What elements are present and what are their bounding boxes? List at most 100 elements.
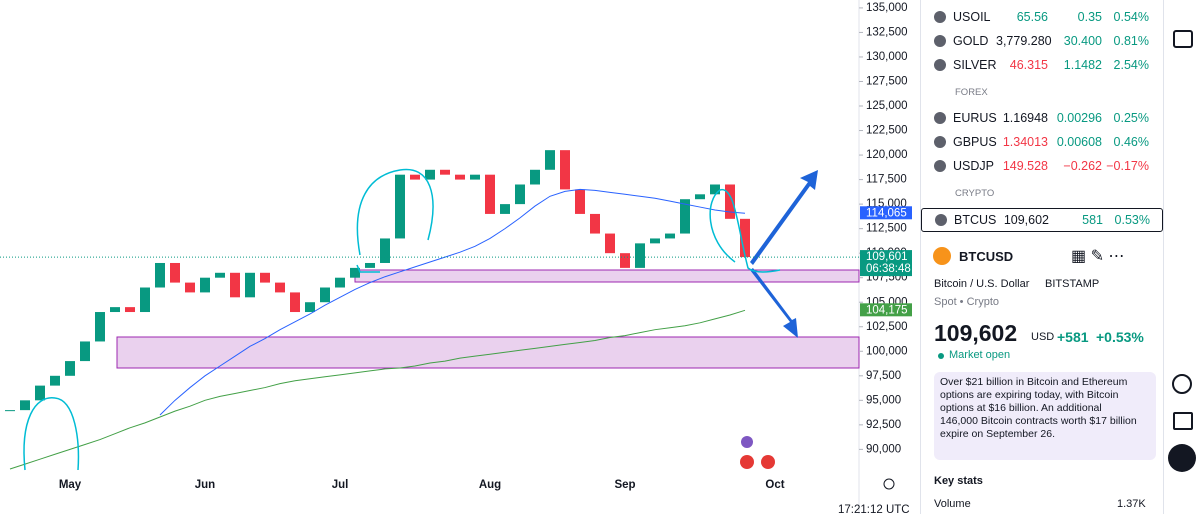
watchlist-row[interactable]: SILVER 46.315 1.1482 2.54%	[921, 54, 1161, 76]
x-tick-label: Sep	[614, 479, 635, 491]
change-pct: 2.54%	[1113, 58, 1149, 72]
event-icon[interactable]	[741, 436, 753, 448]
watchlist-row[interactable]: USOIL 65.56 0.35 0.54%	[921, 6, 1161, 28]
watchlist-row[interactable]: GBPUS 1.34013 0.00608 0.46%	[921, 131, 1161, 153]
y-tick-label: 97,500	[866, 370, 901, 382]
status-dot	[938, 353, 944, 359]
zone	[354, 269, 860, 283]
moving-average	[159, 188, 746, 416]
change: 0.00296	[1056, 111, 1102, 125]
right-panel: USOIL 65.56 0.35 0.54% GOLD 3,779.280 30.400 0.…	[920, 0, 1164, 514]
candle	[455, 174, 465, 180]
y-tick-label: 130,000	[866, 51, 908, 63]
candle	[50, 375, 60, 386]
watchlist-row[interactable]: GOLD 3,779.280 30.400 0.81%	[921, 30, 1161, 52]
price-tag-label: 109,601	[866, 251, 908, 263]
y-tick-label: 120,000	[866, 149, 908, 161]
news-card[interactable]: Over $21 billion in Bitcoin and Ethereum…	[934, 372, 1156, 460]
calendar-icon[interactable]	[1173, 412, 1193, 430]
marks: 90,000 92,500 95,000 97,500 100,000 102,500 10…	[5, 2, 908, 491]
x-tick-label: Oct	[765, 479, 784, 491]
candle	[215, 272, 225, 278]
candle	[530, 169, 540, 185]
last: 3,779.280	[996, 34, 1052, 48]
candle	[725, 184, 735, 219]
candle	[695, 194, 705, 200]
annotation	[23, 397, 80, 471]
candle	[605, 233, 615, 254]
candle	[590, 213, 600, 234]
chat-icon[interactable]	[1173, 30, 1193, 48]
symbol-icon	[934, 11, 946, 23]
candle	[560, 150, 570, 190]
last: 46.315	[1009, 58, 1048, 72]
watchlist-row[interactable]: BTCUS 109,602 581 0.53%	[921, 208, 1163, 232]
target-icon[interactable]	[1172, 374, 1192, 394]
symbol-icon	[934, 160, 946, 172]
candle	[365, 262, 375, 268]
y-tick-label: 135,000	[866, 2, 908, 14]
change-pct: 0.53%	[1114, 213, 1150, 227]
watchlist-row[interactable]: USDJP 149.528 −0.262 −0.17%	[921, 155, 1161, 177]
currency: USD	[1031, 331, 1055, 343]
last: 65.56	[1016, 10, 1048, 24]
candle	[680, 199, 690, 234]
candle	[470, 174, 480, 180]
symbol-icon	[934, 59, 946, 71]
candle	[5, 410, 15, 412]
price-tag	[860, 250, 912, 277]
clock: 17:21:12 UTC	[838, 504, 910, 514]
toolbar-icons[interactable]: ▦ ✎ ⋯	[1071, 248, 1125, 265]
symbol: USDJP	[953, 159, 994, 173]
candle	[80, 341, 90, 362]
settings-icon[interactable]	[883, 478, 895, 490]
candle	[290, 292, 300, 313]
candle	[230, 272, 240, 298]
x-tick-label: Aug	[479, 479, 501, 491]
change: −0.262	[1063, 159, 1102, 173]
price-tag-label: 104,175	[866, 304, 908, 316]
watchlist-row[interactable]: EURUS 1.16948 0.00296 0.25%	[921, 107, 1161, 129]
last: 1.34013	[1002, 135, 1048, 149]
y-tick-label: 117,500	[866, 174, 907, 186]
zone	[116, 336, 860, 369]
change-pct: 0.46%	[1113, 135, 1149, 149]
y-tick-label: 90,000	[866, 443, 901, 455]
x-tick-label: Jun	[195, 479, 215, 491]
ticker: BTCUSD	[959, 249, 1014, 264]
candle	[125, 307, 135, 313]
candle	[350, 267, 360, 278]
section-title: FOREX	[955, 87, 988, 98]
last: 109,602	[1003, 213, 1049, 227]
candle	[395, 174, 405, 239]
candle	[545, 150, 555, 170]
candle	[245, 272, 255, 298]
side-toolbar	[1163, 0, 1199, 514]
change: 581	[1082, 213, 1103, 227]
x-tick-label: Jul	[332, 479, 349, 491]
price: 109,602	[934, 320, 1018, 346]
candle	[740, 218, 750, 258]
y-tick-label: 95,000	[866, 394, 901, 406]
candle	[575, 189, 585, 214]
kind: Spot • Crypto	[934, 296, 999, 308]
event-icon[interactable]	[761, 455, 775, 469]
apps-icon[interactable]	[1168, 444, 1196, 472]
y-tick-label: 92,500	[866, 419, 901, 431]
moving-average	[9, 309, 746, 470]
candle	[440, 169, 450, 175]
candle	[110, 307, 120, 313]
symbol: USOIL	[953, 10, 991, 24]
change-pct: 0.25%	[1113, 111, 1149, 125]
event-icon[interactable]	[740, 455, 754, 469]
candle	[425, 169, 435, 180]
y-tick-label: 100,000	[866, 345, 908, 357]
y-tick-label: 122,500	[866, 125, 908, 137]
exchange: BITSTAMP	[1045, 278, 1100, 290]
candle	[35, 385, 45, 401]
candle	[20, 400, 30, 411]
symbol: GBPUS	[953, 135, 997, 149]
candle	[260, 272, 270, 283]
change: 0.35	[1077, 10, 1102, 24]
candle	[200, 277, 210, 293]
